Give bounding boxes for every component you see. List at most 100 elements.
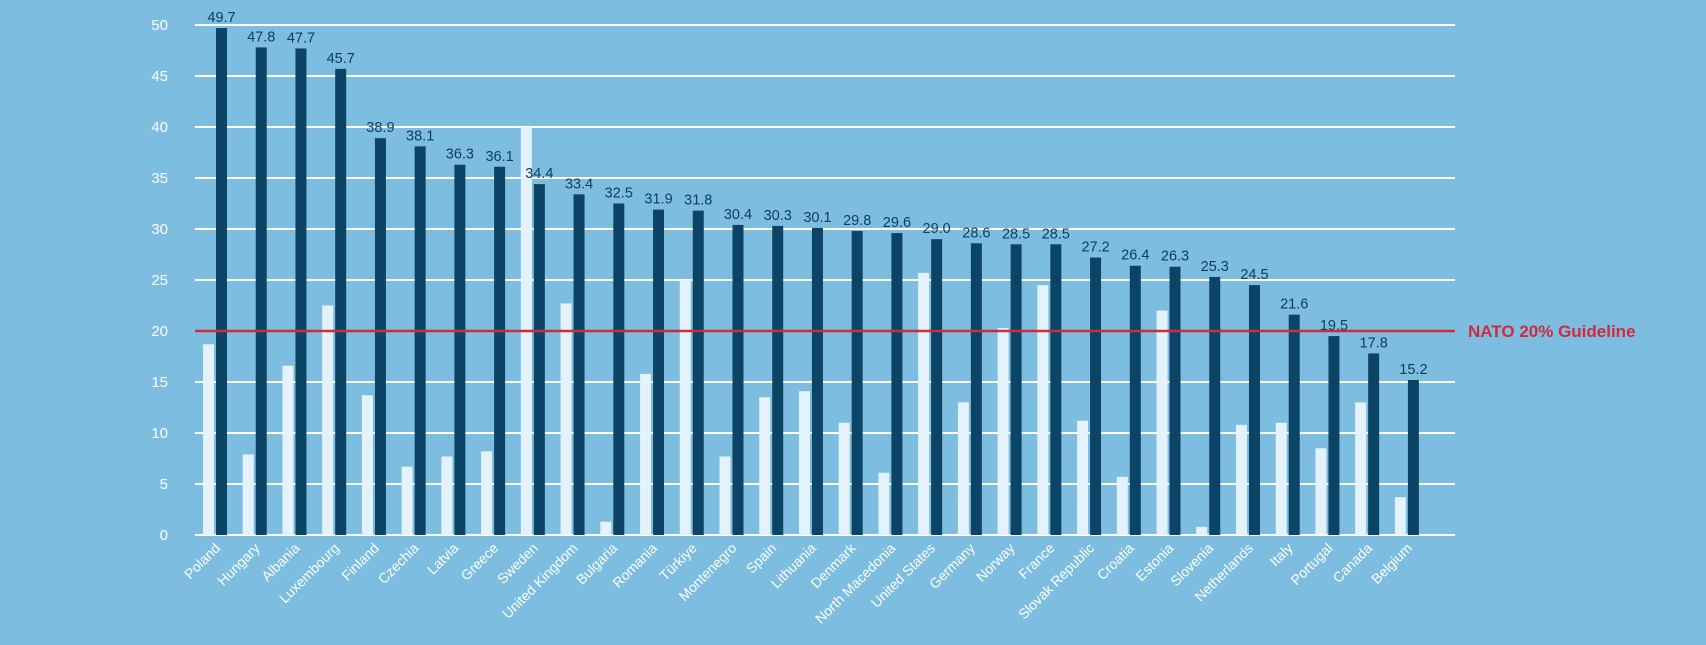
bar-dark: [335, 68, 347, 536]
bar-dark: [216, 28, 227, 536]
data-label: 17.8: [1360, 335, 1388, 351]
reference-line-label: NATO 20% Guideline: [1468, 322, 1636, 341]
data-label: 31.9: [644, 192, 672, 208]
y-tick-label: 10: [151, 425, 168, 442]
bar-dark: [295, 48, 307, 536]
bar-light: [1196, 526, 1208, 535]
bar-light: [640, 373, 652, 535]
bar-dark: [1248, 285, 1260, 535]
bar-light: [1394, 497, 1406, 535]
bar-dark: [1288, 314, 1300, 535]
bar-dark: [1129, 265, 1141, 535]
bar-dark: [533, 184, 545, 535]
bar-light: [441, 456, 453, 535]
bar-dark: [1050, 244, 1062, 536]
bar-dark: [653, 209, 665, 535]
data-label: 26.4: [1121, 248, 1149, 264]
bar-dark: [1090, 257, 1102, 535]
bar-dark: [891, 233, 903, 535]
bar-light: [997, 327, 1009, 535]
bar-light: [481, 451, 493, 535]
category-label: Portugal: [1287, 540, 1335, 588]
data-label: 15.2: [1399, 362, 1427, 378]
category-label: Latvia: [424, 540, 462, 578]
bar-light: [322, 305, 334, 535]
data-label: 29.8: [843, 213, 871, 229]
data-label: 36.1: [485, 149, 513, 165]
bar-light: [759, 397, 771, 535]
bar-light: [401, 466, 413, 535]
bar-dark: [1368, 353, 1380, 535]
bars: [203, 28, 1419, 536]
bar-dark: [732, 224, 744, 536]
bar-dark: [772, 225, 784, 535]
data-label: 33.4: [565, 176, 593, 192]
data-label: 24.5: [1240, 267, 1268, 283]
data-label: 32.5: [605, 186, 633, 202]
data-label: 27.2: [1081, 240, 1109, 256]
bar-light: [1355, 402, 1367, 535]
bar-dark: [811, 227, 823, 536]
data-label: 36.3: [446, 147, 474, 163]
bar-dark: [374, 138, 386, 535]
bar-dark: [414, 146, 426, 535]
y-tick-label: 20: [151, 323, 168, 340]
category-label: Hungary: [214, 540, 263, 589]
data-label: 30.1: [803, 210, 831, 226]
category-label: Canada: [1329, 540, 1375, 586]
data-label: 47.8: [247, 29, 275, 45]
y-tick-label: 15: [151, 374, 168, 391]
y-tick-label: 40: [151, 119, 168, 136]
bar-dark: [970, 243, 982, 535]
bar-light: [1315, 448, 1327, 535]
y-tick-label: 50: [151, 17, 168, 34]
data-label: 25.3: [1201, 259, 1229, 275]
bar-light: [798, 391, 810, 535]
bar-dark: [613, 203, 625, 535]
data-label: 28.5: [1002, 226, 1030, 242]
data-label: 47.7: [287, 30, 315, 46]
data-label: 28.6: [962, 225, 990, 241]
bar-light: [1037, 285, 1049, 535]
y-tick-label: 45: [151, 68, 168, 85]
data-label: 29.0: [923, 221, 951, 237]
data-label: 45.7: [327, 51, 355, 67]
data-label: 21.6: [1280, 297, 1308, 313]
y-tick-label: 35: [151, 170, 168, 187]
data-label: 28.5: [1042, 226, 1070, 242]
bar-light: [282, 365, 294, 535]
bar-light: [1235, 424, 1247, 535]
data-label: 38.9: [366, 120, 394, 136]
data-label: 19.5: [1320, 318, 1348, 334]
bar-dark: [1407, 379, 1419, 535]
bar-light: [560, 303, 572, 535]
bar-dark: [255, 47, 267, 535]
y-axis-ticks: 0 5 10 15 20 25 30 35 40 45 50: [151, 17, 168, 544]
bar-dark: [851, 231, 863, 536]
category-label: Romania: [609, 540, 660, 591]
y-tick-label: 5: [160, 476, 168, 493]
bar-light: [878, 472, 890, 535]
bar-light: [1116, 476, 1128, 535]
bar-light: [1156, 310, 1168, 535]
reference-line-group: NATO 20% Guideline: [195, 322, 1636, 341]
bar-light: [600, 521, 612, 535]
category-label: Norway: [973, 540, 1018, 585]
data-labels: 49.7 47.8 47.7 45.7 38.9 38.1 36.3 36.1 34.4 33.4…: [207, 10, 1427, 378]
category-label: Spain: [743, 540, 780, 577]
x-axis-categories: PolandHungaryAlbaniaLuxembourgFinlandCze…: [181, 539, 1415, 626]
bar-light: [361, 395, 373, 535]
bar-dark: [1169, 266, 1181, 535]
data-label: 26.3: [1161, 249, 1189, 265]
y-tick-label: 30: [151, 221, 168, 238]
data-label: 29.6: [883, 215, 911, 231]
data-label: 34.4: [525, 166, 553, 182]
bar-light: [1077, 420, 1089, 535]
category-label: Czechia: [375, 540, 422, 587]
data-label: 30.4: [724, 207, 752, 223]
data-label: 49.7: [207, 10, 235, 26]
data-label: 38.1: [406, 128, 434, 144]
bar-dark: [573, 194, 585, 535]
bar-light: [242, 454, 254, 535]
